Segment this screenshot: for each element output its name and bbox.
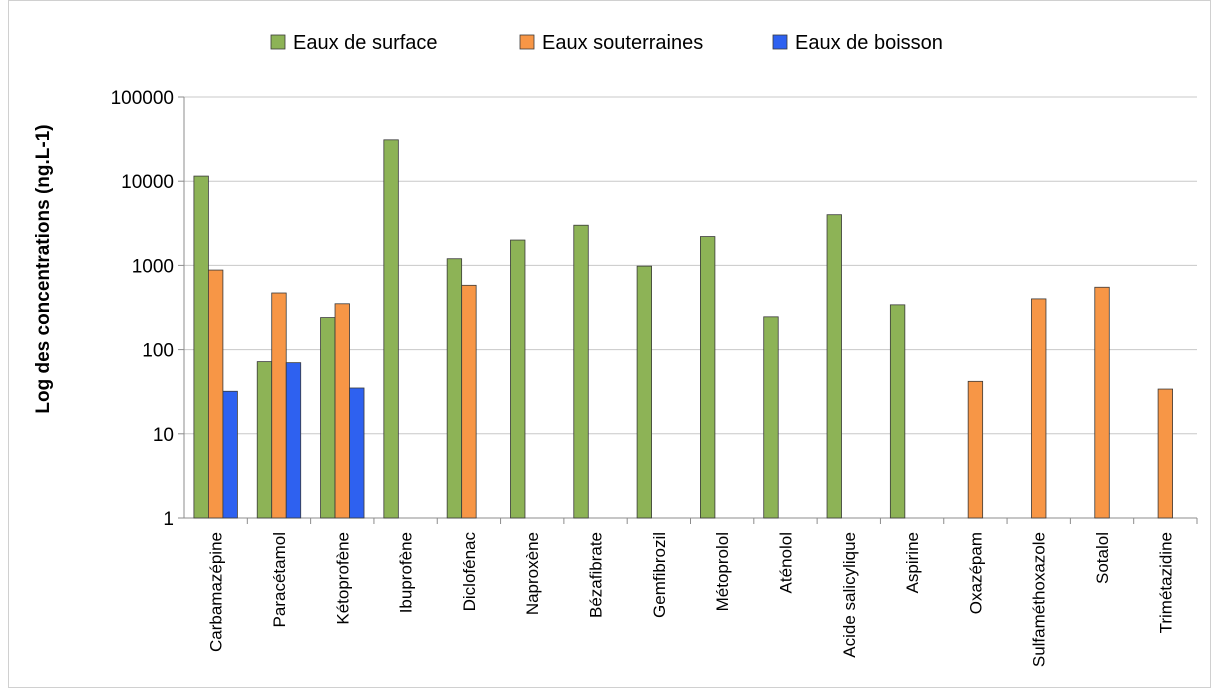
- x-tick-label: Paracétamol: [270, 532, 289, 627]
- bar: [193, 175, 209, 519]
- x-tick-label: Carbamazépine: [207, 532, 226, 652]
- y-tick-label: 1: [163, 509, 174, 530]
- y-tick-label: 1000: [132, 256, 174, 277]
- x-tick-label: Sulfaméthoxazole: [1030, 532, 1049, 667]
- x-tick-label: Oxazépam: [966, 532, 985, 614]
- bar: [461, 284, 477, 519]
- x-tick-label: Naproxène: [523, 532, 542, 615]
- legend-swatch: [772, 34, 788, 50]
- x-tick-label: Kétoprofène: [333, 532, 352, 625]
- bar: [320, 317, 336, 519]
- x-tick-label: Métoprolol: [713, 532, 732, 611]
- bar: [1157, 388, 1173, 519]
- legend-label: Eaux souterraines: [542, 32, 703, 54]
- x-tick-label: Acide salicylique: [840, 532, 859, 658]
- bar: [334, 303, 350, 519]
- bar: [573, 224, 589, 519]
- y-tick-label: 10: [153, 425, 174, 446]
- x-tick-label: Sotalol: [1093, 532, 1112, 584]
- y-tick-label: 100000: [111, 88, 174, 109]
- x-tick-label: Trimétazidine: [1156, 532, 1175, 633]
- y-tick-label: 100: [142, 341, 174, 362]
- bar: [636, 265, 652, 519]
- x-tick-label: Gemfibrozil: [650, 532, 669, 618]
- bar: [222, 390, 238, 519]
- chart-frame: 1 10 100 1000 10000 100000 Carbamazépine Parac…: [8, 0, 1211, 688]
- legend-label: Eaux de surface: [293, 32, 438, 54]
- x-tick-label: Bézafibrate: [587, 532, 606, 618]
- bar: [349, 387, 365, 519]
- bar: [826, 214, 842, 519]
- legend-swatch: [519, 34, 535, 50]
- bars: [193, 139, 1173, 519]
- x-tick-label: Diclofénac: [460, 532, 479, 612]
- legend: Eaux de surface Eaux souterraines Eaux de …: [270, 32, 943, 54]
- bar: [285, 362, 302, 519]
- bar: [967, 380, 984, 519]
- bar: [889, 304, 906, 519]
- bar: [1031, 298, 1047, 519]
- bar: [256, 361, 273, 519]
- y-tick-label: 10000: [121, 172, 174, 193]
- x-tick-label: Aspirine: [903, 532, 922, 593]
- x-tick-labels: Carbamazépine Paracétamol Kétoprofène Ibupr…: [207, 532, 1176, 668]
- y-axis-label: Log des concentrations (ng.L-1): [33, 124, 54, 413]
- bar: [271, 292, 287, 519]
- bar: [208, 269, 224, 519]
- bar: [510, 239, 526, 519]
- bar: [763, 316, 779, 519]
- x-tick-label: Aténolol: [776, 532, 795, 593]
- legend-swatch: [270, 34, 286, 50]
- bar: [700, 236, 716, 519]
- bar-chart: 1 10 100 1000 10000 100000 Carbamazépine Parac…: [33, 32, 1198, 668]
- bar: [383, 139, 399, 519]
- legend-label: Eaux de boisson: [795, 32, 943, 54]
- bar: [1094, 286, 1110, 519]
- x-tick-label: Ibuprofène: [397, 532, 416, 613]
- bar: [446, 258, 463, 519]
- y-tick-labels: 1 10 100 1000 10000 100000: [111, 88, 174, 530]
